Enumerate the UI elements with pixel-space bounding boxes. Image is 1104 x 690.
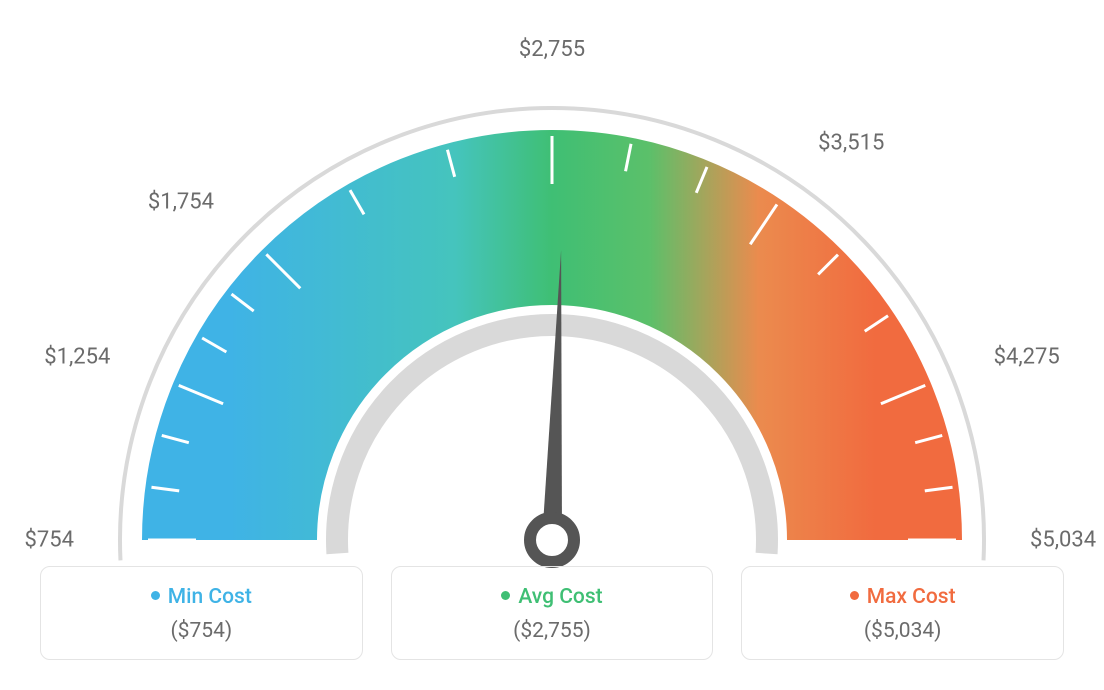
gauge-tick-label: $5,034 [1030,528,1096,553]
gauge-tick-label: $1,254 [44,345,110,370]
legend-title-text: Avg Cost [518,585,602,609]
legend-title-text: Min Cost [168,585,252,609]
legend-title-avg: Avg Cost [402,585,703,609]
legend-dot-max [850,591,859,600]
legend-value-avg: ($2,755) [402,619,703,643]
legend-title-text: Max Cost [867,585,956,609]
gauge-svg [42,20,1062,580]
legend-row: Min Cost ($754) Avg Cost ($2,755) Max Cost ($… [40,566,1064,660]
legend-dot-avg [501,591,510,600]
gauge-tick-label: $2,755 [519,37,585,62]
gauge-tick-label: $3,515 [818,130,884,155]
legend-card-max: Max Cost ($5,034) [741,566,1064,660]
gauge-chart: $754 $1,254 $1,754 $2,755 $3,515 $4,275 $5,034 [0,0,1104,560]
legend-card-avg: Avg Cost ($2,755) [391,566,714,660]
legend-value-min: ($754) [51,619,352,643]
legend-card-min: Min Cost ($754) [40,566,363,660]
legend-title-max: Max Cost [752,585,1053,609]
gauge-tick-label: $4,275 [994,345,1060,370]
legend-value-max: ($5,034) [752,619,1053,643]
legend-dot-min [151,591,160,600]
gauge-tick-label: $754 [25,528,74,553]
gauge-tick-label: $1,754 [148,190,214,215]
legend-title-min: Min Cost [51,585,352,609]
